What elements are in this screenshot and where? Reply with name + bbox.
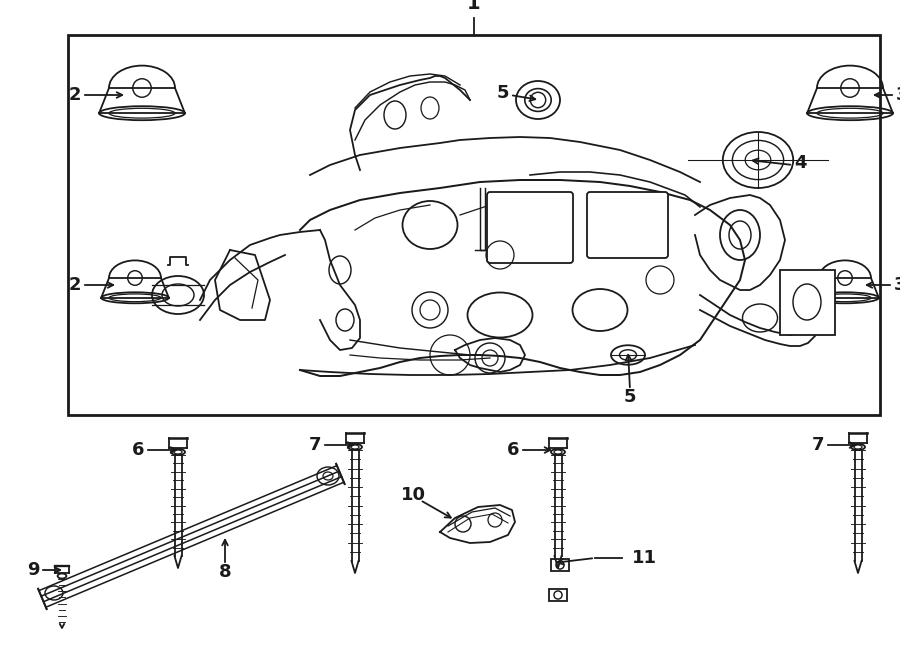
Text: 10: 10 xyxy=(400,486,426,504)
Text: 3: 3 xyxy=(896,86,900,104)
Text: 9: 9 xyxy=(27,561,40,579)
Text: 8: 8 xyxy=(219,563,231,581)
Text: 5: 5 xyxy=(497,84,509,102)
Text: 2: 2 xyxy=(68,276,81,294)
FancyBboxPatch shape xyxy=(551,559,569,571)
Text: 6: 6 xyxy=(131,441,144,459)
Text: 1: 1 xyxy=(467,0,481,13)
Text: 6: 6 xyxy=(507,441,519,459)
FancyBboxPatch shape xyxy=(587,192,668,258)
Text: 4: 4 xyxy=(794,154,806,172)
Text: 2: 2 xyxy=(68,86,81,104)
Text: 7: 7 xyxy=(309,436,321,454)
Text: 7: 7 xyxy=(812,436,824,454)
FancyBboxPatch shape xyxy=(780,270,835,335)
Text: 11: 11 xyxy=(632,549,657,567)
FancyBboxPatch shape xyxy=(487,192,573,263)
Text: 5: 5 xyxy=(624,388,636,406)
Text: 3: 3 xyxy=(894,276,900,294)
Bar xyxy=(68,35,880,415)
FancyBboxPatch shape xyxy=(549,589,567,601)
